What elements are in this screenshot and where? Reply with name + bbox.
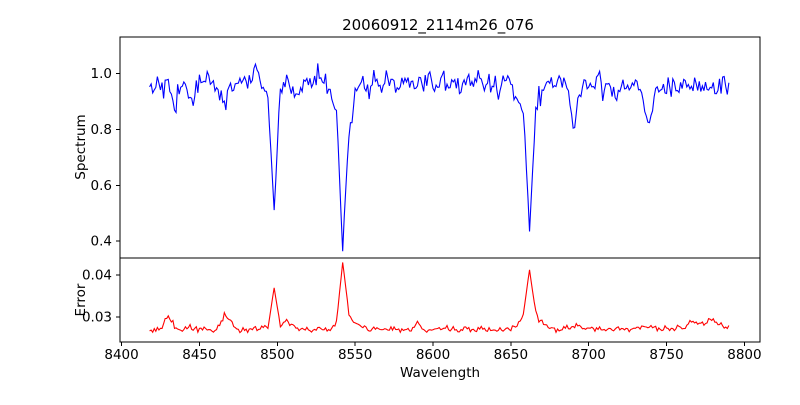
chart-title: 20060912_2114m26_076 xyxy=(342,16,534,35)
x-tick-label: 8800 xyxy=(727,347,761,363)
x-tick-label: 8450 xyxy=(182,347,216,363)
spectrum-line xyxy=(149,62,730,252)
error-panel-border xyxy=(119,257,761,343)
error-line xyxy=(149,262,730,334)
plot-area: 1.0 0.8 0.6 0.4 0.04 0.03 8400 8450 8500 8550 8600… xyxy=(82,36,762,363)
y-tick-label: 0.03 xyxy=(82,309,112,325)
x-tick-label: 8750 xyxy=(649,347,683,363)
y-tick-label: 0.4 xyxy=(91,234,112,250)
y-tick-label: 1.0 xyxy=(91,66,112,82)
x-axis-label: Wavelength xyxy=(400,365,480,381)
y-tick-label: 0.8 xyxy=(91,122,112,138)
x-tick-label: 8550 xyxy=(338,347,372,363)
y-tick-label: 0.04 xyxy=(82,267,112,283)
spectrum-panel-border xyxy=(119,36,761,259)
x-tick-label: 8700 xyxy=(572,347,606,363)
x-tick-label: 8400 xyxy=(104,347,138,363)
error-y-axis-label: Error xyxy=(73,283,89,316)
x-tick-label: 8650 xyxy=(494,347,528,363)
x-tick-label: 8500 xyxy=(260,347,294,363)
spectrum-y-axis-label: Spectrum xyxy=(73,114,89,179)
y-tick-label: 0.6 xyxy=(91,178,112,194)
x-tick-label: 8600 xyxy=(416,347,450,363)
